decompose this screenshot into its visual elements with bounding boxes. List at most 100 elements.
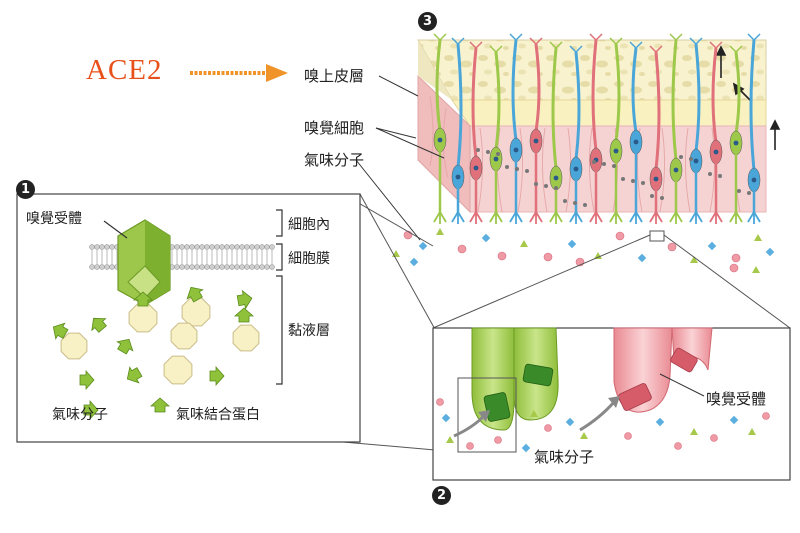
odor-binding-proteins (52, 286, 260, 421)
odor-molecule (729, 263, 739, 273)
olfactory-neuron (689, 37, 703, 224)
green-arrow-icon (52, 322, 69, 340)
olfactory-neuron (589, 33, 603, 224)
green-arrow-icon (91, 317, 107, 333)
label-receptor-panel-1: 嗅覺受體 (26, 211, 82, 227)
label-olfactory-cells: 嗅覺細胞 (304, 119, 365, 137)
nucleus-dot (563, 199, 567, 203)
nucleus-dot (718, 174, 722, 178)
nucleus-dot (737, 189, 741, 193)
odor-molecule (765, 247, 775, 257)
label-odor-molecule-panel-1: 氣味分子 (52, 407, 108, 423)
green-cilia-pair (457, 327, 559, 453)
odor-molecule (403, 230, 413, 240)
odor-molecule (754, 234, 762, 241)
odor-molecule (494, 436, 502, 444)
odor-binding-protein-icon (232, 324, 260, 352)
olfactory-neuron (609, 37, 623, 224)
odor-molecules-panel-2 (436, 398, 770, 453)
odor-molecule (731, 253, 741, 263)
green-arrow-icon (126, 366, 143, 384)
nucleus-dot (592, 160, 596, 164)
nucleus-dot (602, 162, 606, 166)
nucleus-dot (708, 172, 712, 176)
receptor-leader-line (659, 373, 705, 397)
ace2-label: ACE2 (86, 54, 163, 86)
odor-molecule (729, 415, 739, 425)
nucleus-dot (534, 182, 538, 186)
binding-arrows (453, 401, 616, 438)
nucleus-dot (583, 203, 587, 207)
green-arrow-icon (209, 365, 225, 387)
nucleus-dot (631, 179, 635, 183)
label-olfactory-epithelium: 嗅上皮層 (304, 67, 365, 85)
top-leader-lines (355, 75, 445, 241)
odor-molecule (446, 436, 454, 443)
odor-molecule (418, 241, 428, 251)
olfactory-neuron (747, 33, 761, 224)
olfactory-neuron (569, 45, 583, 224)
nucleus-dot (679, 155, 683, 159)
green-arrow-icon (233, 307, 255, 323)
odor-molecule (707, 241, 717, 251)
label-odor-molecule-panel-2: 氣味分子 (534, 448, 595, 466)
nucleus-dot (525, 169, 529, 173)
green-arrow-icon (236, 289, 253, 310)
odor-molecules-top (392, 228, 775, 273)
nucleus-dot (496, 152, 500, 156)
nucleus-dot (747, 191, 751, 195)
badge-1: 1 (16, 180, 35, 199)
olfactory-neuron (729, 45, 743, 224)
olfactory-neuron (709, 41, 723, 224)
odor-molecule (710, 434, 718, 442)
odor-molecule (520, 240, 528, 247)
odor-molecule (594, 252, 602, 259)
odor-molecule (674, 442, 682, 450)
odor-molecule (481, 233, 491, 243)
nucleus-dot (515, 167, 519, 171)
odor-binding-protein-icon (128, 303, 158, 333)
nucleus-dot (621, 177, 625, 181)
cell-membrane-drawing (89, 244, 275, 270)
odor-molecule (457, 244, 467, 254)
pink-cilia (613, 327, 713, 413)
odor-molecule (409, 257, 419, 267)
nucleus-dot (641, 181, 645, 185)
badge-2: 2 (432, 486, 451, 505)
odor-molecule (748, 428, 756, 435)
nucleus-dot (650, 194, 654, 198)
olfactory-neuron (469, 41, 483, 224)
epithelium-block (417, 33, 781, 224)
nucleus-dot (505, 165, 509, 169)
odor-molecule (580, 432, 588, 439)
nucleus-dot (660, 196, 664, 200)
odor-molecule (690, 428, 698, 435)
green-arrow-icon (149, 397, 171, 413)
green-arrow-icon (132, 291, 154, 307)
odor-molecule (436, 398, 444, 406)
odor-molecule (565, 417, 575, 427)
odor-molecule (544, 424, 552, 432)
label-cell-membrane: 細胞膜 (288, 251, 330, 267)
odor-molecule (567, 239, 577, 249)
label-odor-binding-protein: 氣味結合蛋白 (176, 407, 260, 423)
odor-molecule (497, 251, 507, 261)
olfactory-neuron (529, 37, 543, 224)
receptor-icon (117, 219, 171, 306)
nucleus-dot (612, 164, 616, 168)
olfactory-neuron (629, 41, 643, 224)
odor-molecule (655, 417, 665, 427)
ace2-arrow (190, 64, 288, 82)
odor-binding-protein-icon (181, 297, 211, 327)
odor-molecule (690, 256, 698, 263)
olfactory-neuron (433, 33, 447, 224)
odor-molecule (466, 442, 474, 450)
nucleus-dot (689, 157, 693, 161)
nucleus-dot (544, 184, 548, 188)
nucleus-dot (554, 186, 558, 190)
green-arrow-icon (116, 338, 134, 355)
odor-molecule (615, 231, 625, 241)
green-arrow-icon (79, 369, 95, 391)
